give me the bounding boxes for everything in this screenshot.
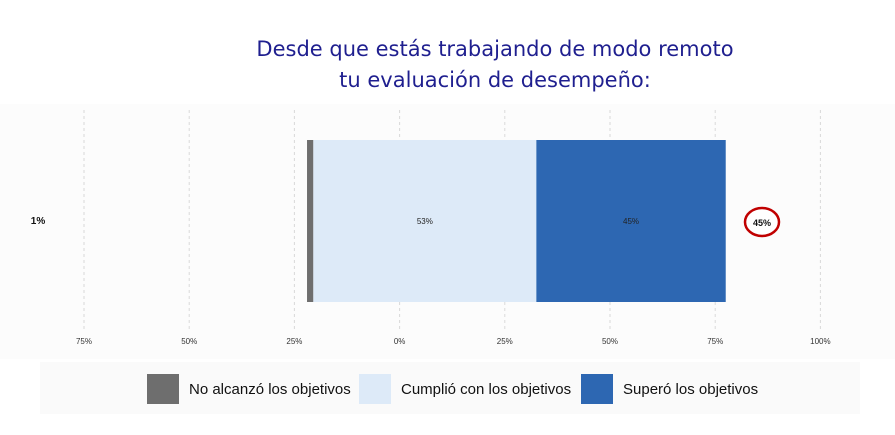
legend-item-no-alcanzo: No alcanzó los objetivos xyxy=(147,374,351,404)
total-badge: 45% xyxy=(743,206,781,238)
total-badge-label: 45% xyxy=(753,218,771,228)
x-tick-label: 75% xyxy=(707,337,723,346)
chart-title: Desde que estás trabajando de modo remot… xyxy=(0,34,895,96)
x-axis-ticks: 75% 50% 25% 0% 25% 50% 75% 100% xyxy=(76,337,831,346)
data-label-cumplio: 53% xyxy=(417,217,433,226)
chart-title-line-2: tu evaluación de desempeño: xyxy=(339,68,651,92)
legend-swatch-supero xyxy=(581,374,613,404)
x-tick-label: 25% xyxy=(497,337,513,346)
legend-label-cumplio: Cumplió con los objetivos xyxy=(401,380,572,398)
legend-item-supero: Superó los objetivos xyxy=(581,374,758,404)
legend: No alcanzó los objetivos Cumplió con los… xyxy=(40,362,860,414)
x-tick-label: 25% xyxy=(286,337,302,346)
bar-segment-no-alcanzo xyxy=(307,140,314,302)
x-tick-label: 100% xyxy=(810,337,830,346)
data-labels: 53% 45% 1% xyxy=(31,216,639,227)
data-label-no-alcanzo: 1% xyxy=(31,216,46,227)
legend-swatch-no-alcanzo xyxy=(147,374,179,404)
bar-segment-cumplio xyxy=(313,140,537,302)
legend-label-supero: Superó los objetivos xyxy=(623,380,759,398)
x-tick-label: 50% xyxy=(602,337,618,346)
x-tick-label: 50% xyxy=(181,337,197,346)
data-label-supero: 45% xyxy=(623,217,639,226)
bar-segments xyxy=(307,140,726,302)
bar-segment-supero xyxy=(536,140,726,302)
legend-label-no-alcanzo: No alcanzó los objetivos xyxy=(189,380,351,398)
legend-item-cumplio: Cumplió con los objetivos xyxy=(359,374,571,404)
x-tick-label: 75% xyxy=(76,337,92,346)
total-badge-circle xyxy=(743,206,781,238)
chart-title-line-1: Desde que estás trabajando de modo remot… xyxy=(256,37,734,61)
x-tick-label: 0% xyxy=(394,337,406,346)
legend-swatch-cumplio xyxy=(359,374,391,404)
